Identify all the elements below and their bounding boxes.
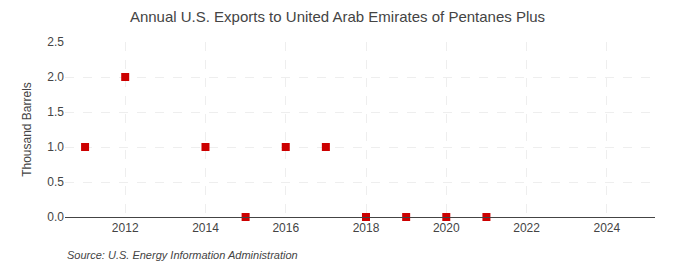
svg-text:0.5: 0.5 [47,175,64,189]
svg-text:2016: 2016 [272,221,299,235]
svg-text:1.0: 1.0 [47,140,64,154]
svg-text:2022: 2022 [513,221,540,235]
svg-text:1.5: 1.5 [47,105,64,119]
svg-text:2.0: 2.0 [47,70,64,84]
svg-text:2024: 2024 [593,221,620,235]
svg-text:Thousand Barrels: Thousand Barrels [20,82,34,177]
svg-text:2020: 2020 [433,221,460,235]
svg-text:0.0: 0.0 [47,210,64,224]
svg-text:2.5: 2.5 [47,35,64,49]
svg-text:Annual U.S. Exports to United: Annual U.S. Exports to United Arab Emira… [130,8,545,25]
svg-text:2014: 2014 [192,221,219,235]
svg-text:Source: U.S. Energy Informatio: Source: U.S. Energy Information Administ… [67,249,298,261]
svg-text:2012: 2012 [112,221,139,235]
svg-text:2018: 2018 [353,221,380,235]
